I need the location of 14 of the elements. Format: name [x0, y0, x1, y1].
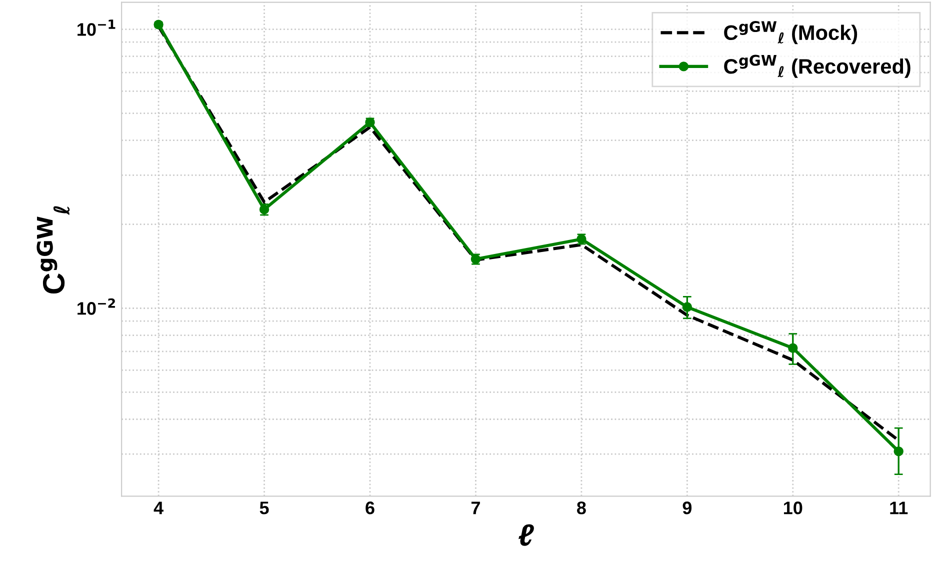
x-tick-label: 11 — [890, 502, 908, 514]
legend-label: C$^{gGW}$$_{ℓ}$ (Recovered) — [724, 54, 910, 78]
legend-label: C$^{gGW}$$_{ℓ}$ (Mock) — [724, 21, 858, 44]
x-tick-label: 7 — [471, 502, 480, 514]
x-axis-title: ℓ — [518, 524, 534, 546]
x-tick-label: 6 — [366, 502, 374, 514]
x-tick-label: 9 — [682, 502, 692, 514]
x-tick-label: 5 — [260, 502, 269, 514]
y-tick-label: 10$^{−1}$ — [78, 20, 116, 36]
y-axis-title: C$^{gGW}$$_{ℓ}$ — [36, 206, 70, 294]
y-tick-label: 10$^{−2}$ — [78, 298, 115, 315]
x-tick-label: 10 — [784, 502, 802, 514]
x-tick-label: 8 — [576, 502, 586, 514]
x-tick-label: 4 — [154, 502, 164, 514]
